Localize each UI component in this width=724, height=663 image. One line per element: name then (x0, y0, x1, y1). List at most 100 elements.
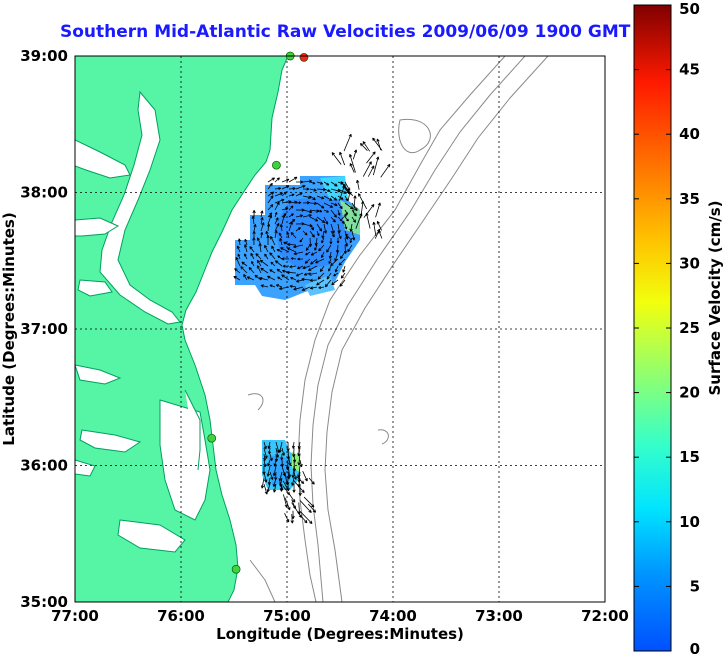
velocity-arrow (344, 237, 349, 247)
velocity-arrow (287, 242, 297, 247)
velocity-arrow (339, 279, 346, 287)
velocity-arrow (351, 216, 356, 223)
velocity-arrow (316, 209, 323, 213)
y-axis: 39:00 38:00 37:00 36:00 35:00 (20, 47, 68, 611)
velocity-arrow (297, 511, 308, 524)
velocity-arrow (303, 272, 311, 276)
velocity-arrow (314, 244, 318, 251)
velocity-arrow (292, 483, 296, 493)
velocity-arrow (252, 210, 256, 218)
velocity-arrow (319, 265, 325, 272)
colorbar-tick-label: 10 (679, 513, 700, 531)
colorbar-tick-label: 25 (679, 319, 700, 337)
velocity-arrow (297, 502, 302, 515)
x-axis: 77:00 76:00 75:00 74:00 73:00 72:00 (51, 607, 629, 625)
velocity-arrow (329, 237, 333, 245)
velocity-arrow (309, 195, 316, 201)
x-axis-label: Longitude (Degrees:Minutes) (216, 625, 464, 643)
velocity-arrow (295, 214, 304, 218)
velocity-arrow (318, 286, 325, 289)
velocity-arrow (280, 453, 284, 461)
velocity-arrow (342, 265, 346, 273)
velocity-arrow (309, 223, 314, 231)
velocity-arrow (297, 453, 301, 466)
velocity-arrow (279, 223, 284, 232)
velocity-arrow (274, 212, 278, 218)
velocity-arrow (235, 256, 241, 267)
velocity-arrow (256, 259, 262, 267)
colorbar-tick-label: 40 (679, 125, 700, 143)
velocity-arrow (237, 238, 242, 246)
velocity-arrow (282, 485, 290, 496)
velocity-arrow (328, 265, 332, 272)
velocity-arrow (336, 237, 340, 244)
velocity-arrow (260, 210, 264, 218)
x-tick-label: 72:00 (581, 607, 629, 625)
velocity-arrow (259, 276, 269, 281)
velocity-arrow (288, 213, 294, 218)
velocity-arrow (359, 143, 368, 151)
velocity-arrow (302, 187, 310, 191)
velocity-arrow (303, 496, 315, 508)
velocity-arrow (323, 195, 333, 201)
velocity-arrow (334, 265, 339, 273)
velocity-arrow (293, 244, 304, 249)
velocity-arrow (309, 230, 315, 238)
station-marker (207, 433, 217, 443)
colorbar-tick-label: 0 (690, 640, 700, 658)
velocity-arrow (296, 476, 305, 484)
velocity-arrow (276, 248, 283, 253)
velocity-arrow (267, 214, 273, 225)
velocity-arrow (291, 441, 296, 449)
x-tick-label: 73:00 (475, 607, 523, 625)
velocity-arrow (246, 276, 255, 281)
x-tick-label: 76:00 (157, 607, 205, 625)
velocity-arrow (243, 273, 248, 281)
velocity-arrow (236, 245, 241, 253)
velocity-arrow (273, 483, 277, 493)
velocity-arrow (375, 202, 381, 218)
velocity-arrow (272, 465, 277, 477)
velocity-arrow (280, 247, 290, 253)
velocity-arrow (288, 205, 294, 211)
velocity-arrow (258, 243, 262, 253)
plot-frame (74, 55, 606, 603)
velocity-arrow (330, 181, 338, 187)
velocity-arrow (372, 156, 380, 176)
colorbar-ticks: 0 5 10 15 20 25 30 35 40 45 50 (634, 0, 700, 658)
velocity-arrow (330, 216, 336, 223)
velocity-arrow (267, 182, 273, 190)
velocity-arrow (248, 266, 255, 274)
x-tick-label: 74:00 (369, 607, 417, 625)
velocity-arrow (268, 447, 272, 455)
velocity-arrow (274, 230, 278, 239)
velocity-arrow (323, 216, 329, 225)
velocity-arrow (310, 258, 318, 265)
velocity-arrow (270, 261, 276, 267)
velocity-arrow (267, 204, 274, 211)
velocity-arrow (302, 213, 312, 218)
velocity-arrow (316, 230, 320, 237)
velocity-arrow (284, 497, 291, 511)
velocity-arrow (302, 470, 308, 482)
velocity-arrow (308, 272, 318, 276)
velocity-arrow (278, 232, 283, 239)
velocity-arrow (328, 258, 332, 264)
velocity-arrow (271, 245, 276, 253)
velocity-arrow (343, 133, 352, 152)
velocity-arrow (237, 253, 241, 260)
velocity-arrow (295, 180, 304, 184)
velocity-arrow (266, 483, 271, 493)
velocity-arrow (276, 268, 283, 274)
velocity-arrow (344, 195, 349, 202)
velocity-arrow (263, 447, 268, 459)
velocity-arrow (267, 275, 276, 281)
figure-title: Southern Mid-Atlantic Raw Velocities 200… (60, 22, 631, 42)
velocity-arrow (290, 231, 297, 239)
velocity-arrow (274, 260, 283, 267)
velocity-arrow (309, 216, 319, 222)
velocity-arrow (337, 230, 342, 240)
velocity-arrow (269, 471, 274, 480)
velocity-arrow (342, 185, 350, 194)
